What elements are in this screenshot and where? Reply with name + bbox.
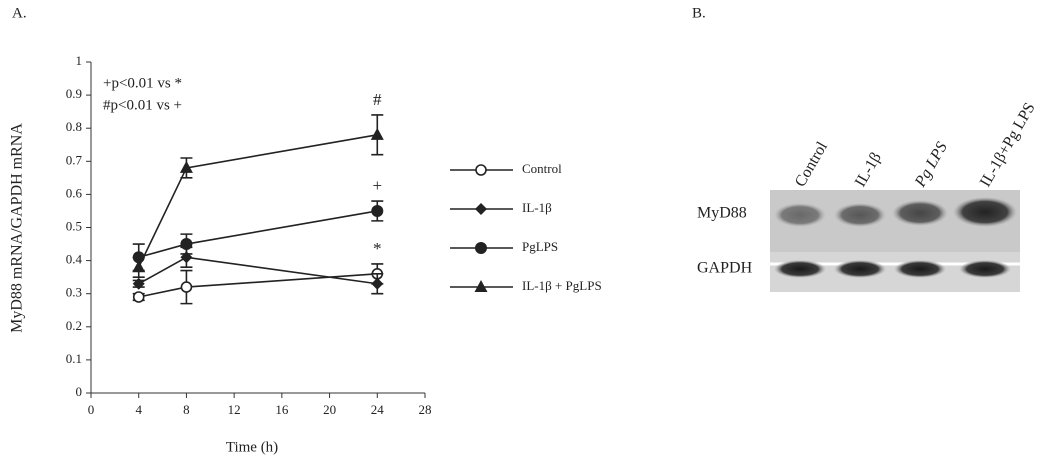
lane-label: Control: [792, 139, 831, 190]
y-tick-label: 0.7: [66, 152, 83, 167]
band: [834, 260, 886, 278]
x-tick-label: 24: [371, 402, 385, 417]
x-tick-label: 4: [135, 402, 142, 417]
x-tick-label: 20: [323, 402, 336, 417]
y-tick-label: 0.9: [66, 86, 82, 101]
legend-marker: [475, 164, 487, 176]
band: [959, 260, 1011, 278]
point: [371, 204, 384, 217]
band: [953, 197, 1017, 227]
lane-label: IL-1β+Pg LPS: [977, 100, 1039, 190]
point: [179, 160, 193, 173]
legend-label: IL-1β + PgLPS: [522, 278, 602, 293]
point: [371, 277, 384, 290]
legend-marker: [475, 203, 487, 215]
point-annotation: +: [372, 176, 382, 195]
point-annotation: #: [373, 90, 382, 109]
point: [370, 127, 384, 140]
legend-marker: [475, 242, 487, 254]
band: [774, 203, 826, 227]
point-annotation: *: [373, 239, 382, 258]
panel-label: A.: [12, 5, 27, 21]
point: [132, 260, 146, 273]
band: [894, 260, 946, 278]
y-tick-label: 0.5: [66, 218, 82, 233]
point: [132, 291, 145, 303]
y-tick-label: 0.8: [66, 119, 82, 134]
x-tick-label: 28: [419, 402, 432, 417]
series-line: [138, 210, 378, 259]
y-tick-label: 0.3: [66, 285, 82, 300]
series-line: [138, 273, 378, 298]
point: [180, 251, 193, 264]
lane-label: Pg LPS: [911, 139, 950, 190]
y-tick-label: 1: [76, 53, 83, 68]
band: [892, 200, 948, 226]
y-tick-label: 0.6: [66, 185, 83, 200]
y-axis-label: MyD88 mRNA/GAPDH mRNA: [9, 123, 26, 333]
x-tick-label: 0: [88, 402, 95, 417]
legend-label: PgLPS: [522, 239, 558, 254]
y-tick-label: 0.2: [66, 318, 82, 333]
point: [180, 238, 193, 251]
x-tick-label: 12: [228, 402, 241, 417]
blot-row-label: GAPDH: [697, 260, 753, 277]
annotation: #p<0.01 vs +: [103, 97, 182, 113]
panel-label: B.: [692, 5, 706, 21]
point: [132, 277, 145, 290]
legend-label: IL-1β: [522, 200, 552, 215]
legend-marker: [474, 280, 488, 292]
series-line: [138, 256, 378, 285]
blot: [770, 190, 1020, 292]
legend-label: Control: [522, 161, 562, 176]
band: [774, 260, 826, 278]
y-tick-label: 0.4: [66, 252, 83, 267]
x-tick-label: 8: [183, 402, 190, 417]
x-axis-label: Time (h): [226, 439, 278, 455]
y-tick-label: 0.1: [66, 351, 82, 366]
annotation: +p<0.01 vs *: [103, 75, 182, 91]
band: [834, 203, 886, 227]
lane-label: IL-1β: [852, 150, 885, 190]
x-tick-label: 16: [275, 402, 289, 417]
y-tick-label: 0: [76, 384, 83, 399]
blot-row-label: MyD88: [697, 205, 747, 222]
point: [180, 281, 193, 293]
